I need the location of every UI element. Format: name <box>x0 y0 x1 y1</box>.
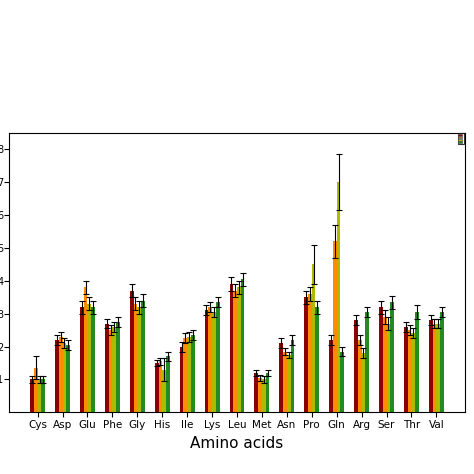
Bar <box>30 380 34 412</box>
Bar <box>180 346 183 412</box>
Bar <box>411 333 415 412</box>
Bar <box>433 324 437 412</box>
Bar <box>440 312 444 412</box>
Bar <box>162 370 166 412</box>
Bar <box>429 320 433 412</box>
Bar <box>312 264 316 412</box>
Bar <box>316 307 319 412</box>
Bar <box>304 297 308 412</box>
Bar <box>279 343 283 412</box>
Bar <box>166 356 170 412</box>
Bar <box>340 352 344 412</box>
Bar <box>63 343 66 412</box>
Bar <box>237 287 241 412</box>
Bar <box>141 301 145 412</box>
Bar <box>383 317 386 412</box>
Bar <box>390 302 394 412</box>
Bar <box>205 310 209 412</box>
Bar <box>134 304 137 412</box>
Bar <box>233 291 237 412</box>
Bar <box>415 312 419 412</box>
Bar <box>112 327 116 412</box>
Bar <box>308 294 312 412</box>
Bar <box>212 312 216 412</box>
Bar <box>116 322 120 412</box>
Bar <box>34 368 37 412</box>
Bar <box>59 337 63 412</box>
Bar <box>37 380 41 412</box>
Bar <box>209 307 212 412</box>
Bar <box>187 337 191 412</box>
Bar <box>333 241 337 412</box>
Bar <box>109 330 112 412</box>
Bar <box>130 291 134 412</box>
Bar <box>358 340 362 412</box>
Bar <box>241 279 245 412</box>
Bar <box>158 361 162 412</box>
Bar <box>408 330 411 412</box>
Bar <box>287 355 291 412</box>
Bar <box>137 307 141 412</box>
Bar <box>365 312 369 412</box>
Bar <box>66 345 70 412</box>
Bar <box>88 304 91 412</box>
Bar <box>255 373 258 412</box>
Bar <box>337 182 340 412</box>
Bar <box>265 373 269 412</box>
Bar <box>229 284 233 412</box>
Bar <box>41 380 45 412</box>
Bar <box>155 363 158 412</box>
Bar <box>283 352 287 412</box>
Bar <box>354 320 358 412</box>
Bar <box>183 338 187 412</box>
Legend: , , , : , , , <box>457 133 464 144</box>
Bar <box>55 340 59 412</box>
X-axis label: Amino acids: Amino acids <box>191 436 283 451</box>
Bar <box>262 380 265 412</box>
Bar <box>91 307 95 412</box>
Bar <box>386 324 390 412</box>
Bar <box>84 287 88 412</box>
Bar <box>258 378 262 412</box>
Bar <box>291 340 294 412</box>
Bar <box>437 324 440 412</box>
Bar <box>404 327 408 412</box>
Bar <box>216 302 219 412</box>
Bar <box>105 324 109 412</box>
Bar <box>191 335 195 412</box>
Bar <box>80 307 84 412</box>
Bar <box>362 353 365 412</box>
Bar <box>329 340 333 412</box>
Bar <box>379 307 383 412</box>
